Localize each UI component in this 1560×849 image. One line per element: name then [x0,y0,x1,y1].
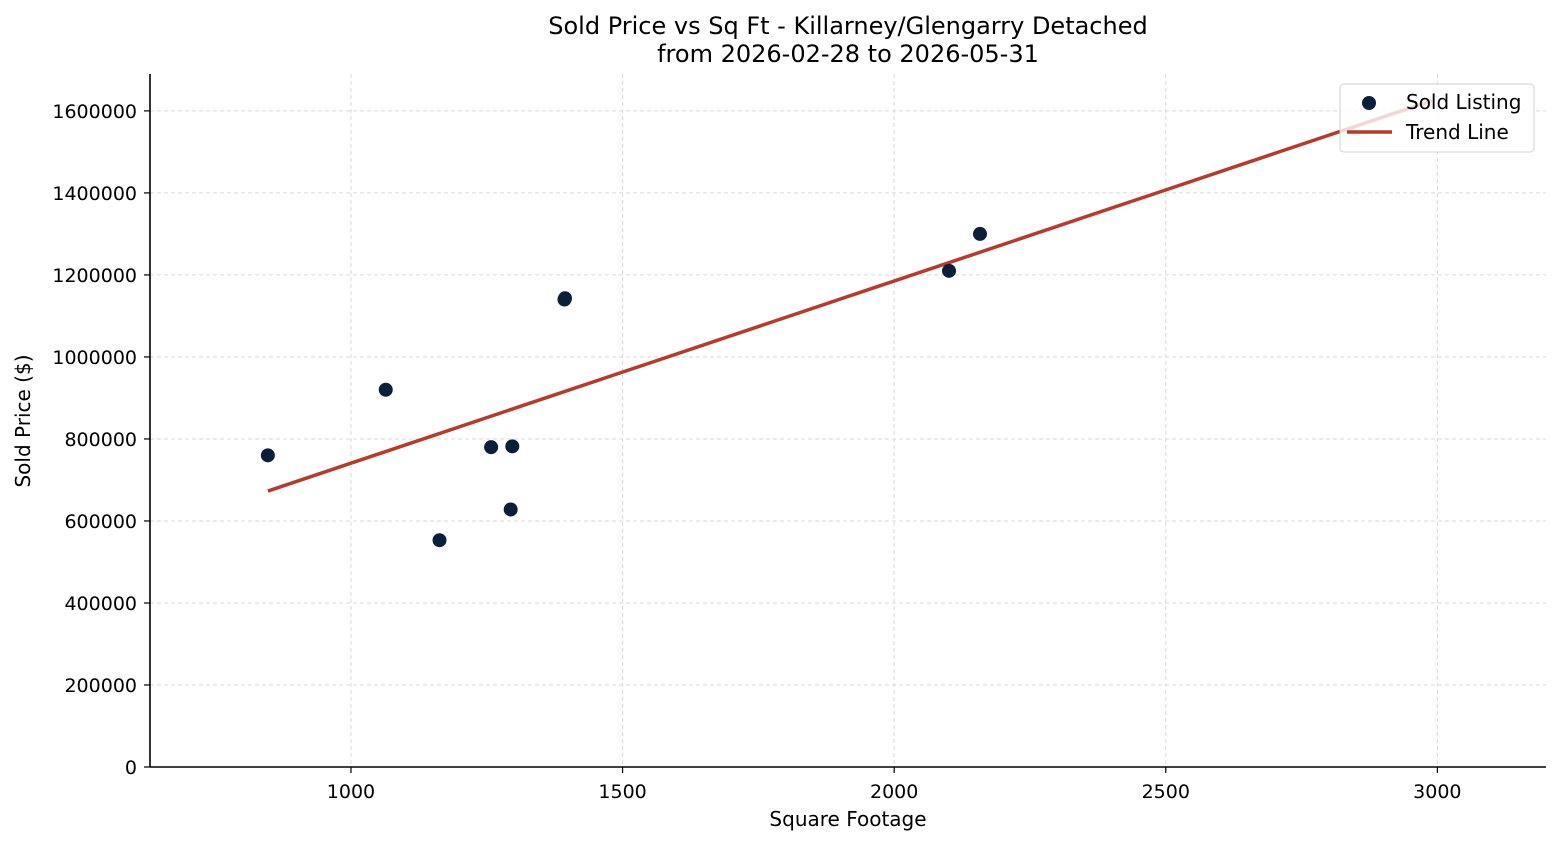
y-tick-label: 200000 [64,675,137,697]
x-tick-label: 3000 [1413,781,1461,803]
trend-line-layer [267,98,1433,493]
y-axis-label: Sold Price ($) [11,354,35,487]
sold-listing-point [260,448,275,463]
axes [149,74,1546,768]
x-tick-label: 2500 [1142,781,1190,803]
y-tick-label: 0 [125,757,137,779]
legend-label-sold-listing: Sold Listing [1406,90,1521,114]
x-axis-ticks: 1000 1500 2000 2500 3000 [327,767,1462,803]
sold-listing-point [972,226,987,241]
legend-box [1339,83,1535,153]
y-tick-label: 1600000 [52,101,137,123]
legend-scatter-marker [1362,96,1376,110]
grid-lines [150,74,1546,767]
sold-listing-point [505,439,520,454]
chart-title: Sold Price vs Sq Ft - Killarney/Glengarr… [548,12,1147,40]
sold-listing-point [484,440,499,455]
chart-subtitle: from 2026-02-28 to 2026-05-31 [657,40,1039,68]
sold-listing-point [503,502,518,517]
y-tick-label: 1400000 [52,183,137,205]
sold-listing-point [557,291,572,306]
sold-listing-point [432,533,447,548]
y-tick-label: 400000 [64,593,137,615]
legend-label-trend-line: Trend Line [1405,120,1509,144]
y-axis-ticks: 0 200000 400000 600000 800000 1000000 1200000 1… [52,101,150,779]
x-tick-label: 2000 [870,781,918,803]
y-tick-label: 800000 [64,429,137,451]
data-points [260,226,987,548]
y-tick-label: 1200000 [52,265,137,287]
x-axis-label: Square Footage [769,807,926,831]
y-tick-label: 600000 [64,511,137,533]
sold-listing-point [942,263,957,278]
legend: Sold Listing Trend Line [1339,83,1535,153]
y-tick-label: 1000000 [52,347,137,369]
x-tick-label: 1000 [327,781,375,803]
sold-listing-point [378,382,393,397]
x-tick-label: 1500 [598,781,646,803]
trend-line [267,98,1433,493]
